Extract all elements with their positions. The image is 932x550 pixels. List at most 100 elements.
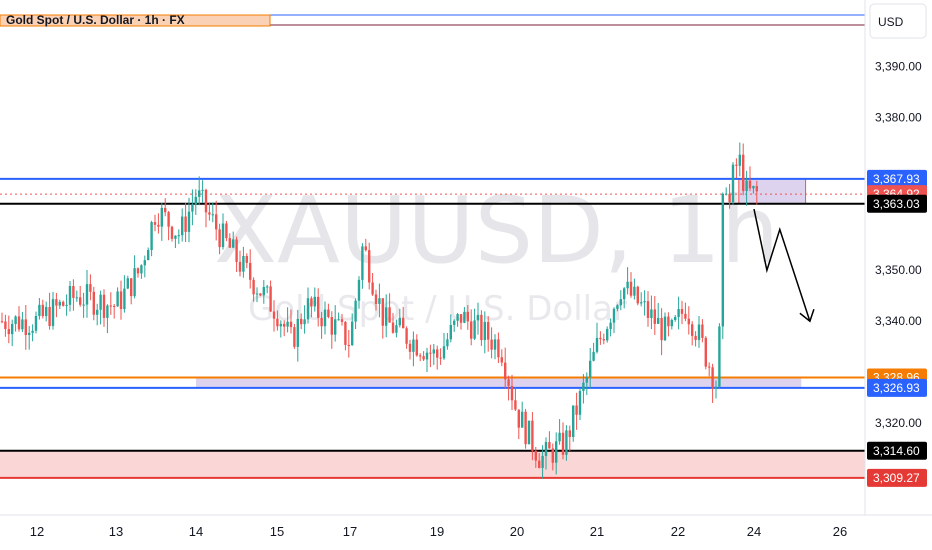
candle-body <box>718 326 721 387</box>
candle-body <box>232 239 235 248</box>
candle-body <box>150 222 153 251</box>
candle-body <box>17 316 21 330</box>
price-axis[interactable]: 3,390.00 3,380.00 3,350.00 3,340.00 3,320.00 <box>875 59 922 430</box>
candle-body <box>272 311 276 319</box>
candle-body <box>442 346 446 359</box>
candle-body <box>143 260 146 266</box>
candle-body <box>177 235 180 237</box>
candle-body <box>357 279 361 301</box>
candle-body <box>317 296 320 318</box>
candle-body <box>72 286 75 298</box>
candle-body <box>548 441 551 449</box>
candle-body <box>429 352 432 354</box>
projection-arrow[interactable] <box>753 208 815 323</box>
candle-body <box>119 291 123 310</box>
arrow-head <box>799 309 815 323</box>
candle-body <box>578 391 582 415</box>
title-box[interactable] <box>0 14 271 27</box>
candle-body <box>330 317 333 335</box>
candle-body <box>211 214 214 216</box>
candle-body <box>663 316 667 341</box>
candle-body <box>436 349 439 358</box>
candle-body <box>201 189 204 191</box>
candle-body <box>408 343 412 352</box>
time-axis[interactable]: 12 13 14 15 17 19 20 21 22 24 26 <box>30 524 847 539</box>
projection-path <box>753 208 811 322</box>
candle-body <box>116 291 119 307</box>
candle-body <box>296 318 299 347</box>
candle-body <box>4 321 7 330</box>
candle-body <box>279 323 282 327</box>
candle-body <box>170 226 174 239</box>
candle-body <box>500 357 503 363</box>
candle-body <box>412 339 415 352</box>
candle-body <box>691 324 694 336</box>
candle-body <box>708 366 711 368</box>
candle-body <box>388 307 391 323</box>
candle-body <box>21 319 24 330</box>
time-tick-label: 21 <box>590 524 604 539</box>
candle-body <box>323 309 327 327</box>
candle-body <box>510 385 514 401</box>
candle-body <box>354 300 357 322</box>
zone-1[interactable] <box>196 377 802 388</box>
candle-body <box>327 309 330 318</box>
candle-body <box>160 207 163 227</box>
candle-body <box>544 441 548 456</box>
candle-body <box>480 314 483 341</box>
candle-body <box>476 314 480 321</box>
candle-body <box>514 400 517 410</box>
candle-body <box>507 379 510 386</box>
candle-body <box>55 299 58 306</box>
candle-body <box>337 319 340 321</box>
candle-body <box>449 324 452 340</box>
candle-body <box>493 339 497 350</box>
candle-body <box>228 238 231 248</box>
candle-body <box>609 322 612 329</box>
candle-body <box>711 367 714 389</box>
candle-body <box>680 309 684 314</box>
candle-body <box>28 332 31 336</box>
candle-body <box>235 239 238 262</box>
candle-body <box>303 319 306 325</box>
candle-body <box>657 317 660 324</box>
candle-body <box>582 382 585 392</box>
time-tick-label: 22 <box>671 524 685 539</box>
candle-body <box>364 246 367 251</box>
candle-body <box>286 321 289 327</box>
candle-body <box>242 256 245 272</box>
candle-body <box>667 316 670 327</box>
candle-body <box>262 287 265 296</box>
candle-body <box>725 193 728 195</box>
candle-body <box>745 180 748 192</box>
candle-body <box>347 344 350 346</box>
candle-body <box>463 311 466 323</box>
candle-body <box>374 294 378 304</box>
candle-body <box>368 250 371 283</box>
candle-body <box>255 293 259 295</box>
candle-body <box>626 281 629 289</box>
candle-body <box>130 278 133 297</box>
candle-body <box>361 246 364 280</box>
candle-body <box>106 305 109 318</box>
candle-body <box>58 301 61 306</box>
candle-body <box>541 455 544 468</box>
candle-body <box>738 154 741 166</box>
candle-body <box>310 298 313 307</box>
candle-body <box>283 323 286 327</box>
candle-body <box>68 286 72 305</box>
candle-body <box>266 286 269 288</box>
candle-body <box>538 460 541 468</box>
candle-body <box>113 305 116 307</box>
candle-body <box>446 339 449 347</box>
candle-body <box>85 284 89 305</box>
candle-body <box>456 314 459 321</box>
candle-body <box>41 304 44 317</box>
zone-2[interactable] <box>0 450 865 478</box>
currency-button[interactable] <box>869 3 927 39</box>
candle-body <box>521 411 524 428</box>
candle-body <box>191 204 194 212</box>
candle-body <box>140 265 143 274</box>
candle-body <box>221 223 225 248</box>
